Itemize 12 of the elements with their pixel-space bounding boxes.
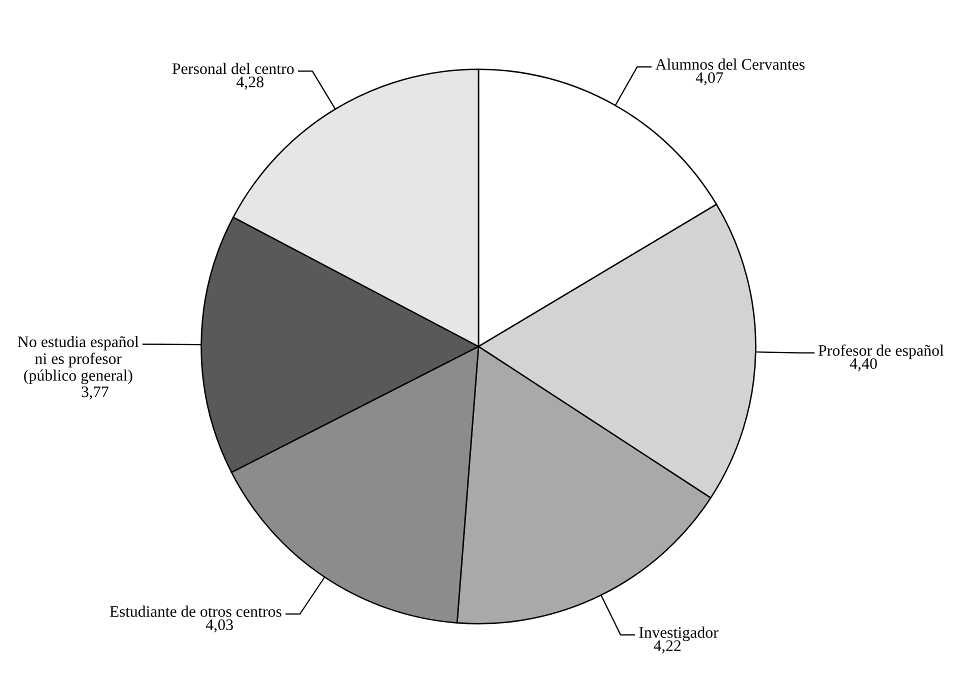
data-label: 4,07 <box>696 72 724 86</box>
data-label: 4,03 <box>206 619 233 632</box>
slice-label: Profesor de español <box>818 344 944 360</box>
slice-label: Personal del centro <box>172 62 294 74</box>
slice-label: Investigador <box>639 626 718 642</box>
slice-label: Estudiante de otros centros <box>110 606 282 617</box>
data-label: 4,22 <box>654 640 681 654</box>
data-label: 3,77 <box>82 386 109 400</box>
data-label: 4,28 <box>236 76 264 90</box>
slice-label: Alumnos del Cervantes <box>655 58 805 70</box>
slice-label: No estudia español ni es profesor (público general) <box>18 336 139 384</box>
data-label: 4,40 <box>850 358 877 372</box>
